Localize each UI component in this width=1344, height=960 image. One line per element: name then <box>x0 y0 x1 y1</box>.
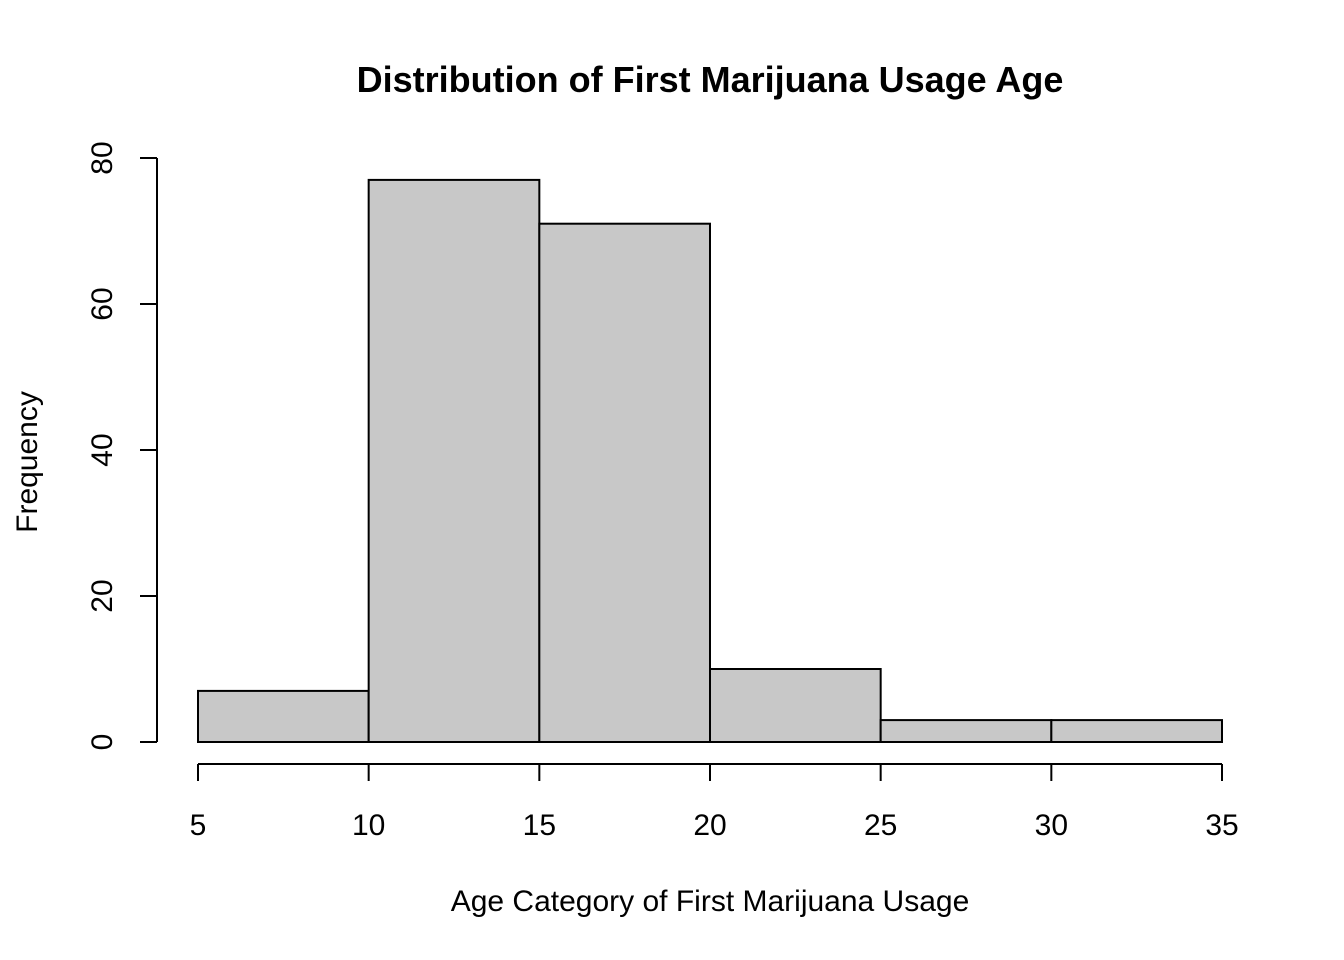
y-tick-label: 0 <box>86 734 119 751</box>
bars-group <box>197 178 1224 744</box>
y-axis: 0 20 40 60 80 <box>86 141 158 751</box>
x-tick-label: 10 <box>352 809 385 842</box>
histogram-bar-20-25 <box>709 668 882 743</box>
chart-title: Distribution of First Marijuana Usage Ag… <box>357 59 1064 100</box>
x-tick-label: 30 <box>1035 809 1068 842</box>
histogram-bar-25-30 <box>879 719 1053 743</box>
x-tick-label: 25 <box>864 809 897 842</box>
x-tick-label: 5 <box>190 809 207 842</box>
y-tick-label: 40 <box>86 433 119 466</box>
y-tick-label: 80 <box>86 141 119 174</box>
histogram-bar-15-20 <box>538 222 711 743</box>
histogram-bar-5-10 <box>197 689 370 744</box>
histogram-bar-10-15 <box>367 178 541 743</box>
y-axis-label: Frequency <box>11 391 44 533</box>
x-axis-label: Age Category of First Marijuana Usage <box>451 885 970 918</box>
histogram-bar-30-35 <box>1050 719 1224 743</box>
y-tick-label: 20 <box>86 579 119 612</box>
x-tick-label: 15 <box>523 809 556 842</box>
x-tick-label: 20 <box>693 809 726 842</box>
x-axis: 5 10 15 20 25 30 35 <box>190 763 1239 842</box>
y-tick-label: 60 <box>86 287 119 320</box>
x-tick-label: 35 <box>1205 809 1238 842</box>
